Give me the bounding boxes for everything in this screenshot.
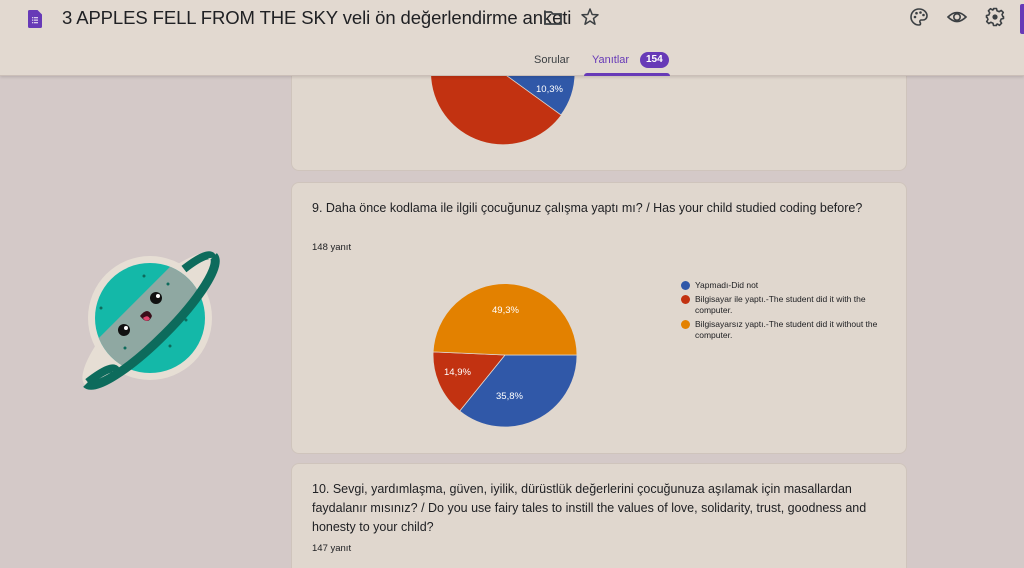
legend-dot-icon bbox=[681, 320, 690, 329]
pie-chart-q9: 35,8% 14,9% 49,3% bbox=[432, 283, 578, 428]
responses-count-badge: 154 bbox=[640, 52, 669, 68]
legend-label: Bilgisayarsız yaptı.-The student did it … bbox=[695, 319, 878, 340]
question-card-q10: 10. Sevgi, yardımlaşma, güven, iyilik, d… bbox=[291, 463, 907, 568]
legend-dot-icon bbox=[681, 295, 690, 304]
planet-illustration bbox=[60, 230, 240, 410]
response-count: 147 yanıt bbox=[312, 543, 352, 554]
chart-legend: Yapmadı-Did not Bilgisayar ile yaptı.-Th… bbox=[680, 280, 880, 344]
active-tab-indicator bbox=[584, 73, 670, 76]
legend-dot-icon bbox=[681, 281, 690, 290]
slice-label: 10,3% bbox=[536, 84, 563, 95]
question-card-previous: 10,3% bbox=[291, 60, 907, 171]
gear-icon[interactable] bbox=[984, 6, 1006, 28]
question-title: 10. Sevgi, yardımlaşma, güven, iyilik, d… bbox=[312, 482, 867, 534]
send-button-edge[interactable] bbox=[1020, 4, 1024, 34]
folder-icon[interactable] bbox=[543, 8, 563, 28]
question-card-q9: 9. Daha önce kodlama ile ilgili çocuğunu… bbox=[291, 182, 907, 454]
legend-item-without-computer: Bilgisayarsız yaptı.-The student did it … bbox=[680, 319, 880, 341]
legend-item-with-computer: Bilgisayar ile yaptı.-The student did it… bbox=[680, 294, 880, 316]
slice-label-without-computer: 49,3% bbox=[492, 305, 519, 316]
tab-questions[interactable]: Sorular bbox=[534, 54, 570, 66]
form-title[interactable]: 3 APPLES FELL FROM THE SKY veli ön değer… bbox=[62, 7, 572, 28]
legend-label: Bilgisayar ile yaptı.-The student did it… bbox=[695, 294, 866, 315]
google-forms-icon[interactable] bbox=[28, 10, 42, 28]
star-icon[interactable] bbox=[580, 7, 600, 27]
slice-label-did-not: 35,8% bbox=[496, 391, 523, 402]
tab-bar: Sorular Yanıtlar 154 bbox=[0, 48, 1024, 76]
response-count: 148 yanıt bbox=[312, 242, 352, 253]
tab-responses[interactable]: Yanıtlar bbox=[592, 54, 630, 66]
eye-icon[interactable] bbox=[946, 6, 968, 28]
legend-item-did-not: Yapmadı-Did not bbox=[680, 280, 880, 291]
question-title: 9. Daha önce kodlama ile ilgili çocuğunu… bbox=[312, 201, 863, 215]
palette-icon[interactable] bbox=[908, 6, 930, 28]
app-header: 3 APPLES FELL FROM THE SKY veli ön değer… bbox=[0, 0, 1024, 76]
legend-label: Yapmadı-Did not bbox=[695, 280, 759, 290]
slice-label-with-computer: 14,9% bbox=[444, 367, 471, 378]
